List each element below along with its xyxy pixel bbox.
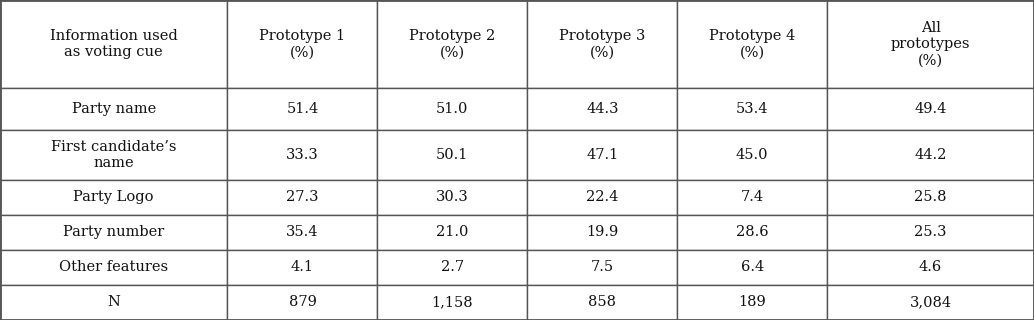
Bar <box>377 88 527 130</box>
Text: 44.3: 44.3 <box>586 102 618 116</box>
Text: Prototype 3
(%): Prototype 3 (%) <box>559 29 645 59</box>
Text: Prototype 1
(%): Prototype 1 (%) <box>260 29 345 59</box>
Text: 28.6: 28.6 <box>736 225 768 239</box>
Bar <box>227 285 377 320</box>
Text: Information used
as voting cue: Information used as voting cue <box>50 29 178 59</box>
Text: 189: 189 <box>738 295 766 309</box>
Bar <box>227 180 377 215</box>
Text: 21.0: 21.0 <box>436 225 468 239</box>
Bar <box>827 130 1034 180</box>
Text: 25.8: 25.8 <box>914 190 947 204</box>
Bar <box>827 215 1034 250</box>
Text: 49.4: 49.4 <box>914 102 947 116</box>
Text: 27.3: 27.3 <box>286 190 318 204</box>
Bar <box>0 215 227 250</box>
Bar <box>527 180 677 215</box>
Bar <box>227 130 377 180</box>
Text: 879: 879 <box>288 295 316 309</box>
Text: 53.4: 53.4 <box>736 102 768 116</box>
Bar <box>0 0 227 88</box>
Text: 25.3: 25.3 <box>914 225 947 239</box>
Bar <box>227 0 377 88</box>
Text: 51.4: 51.4 <box>286 102 318 116</box>
Text: Party name: Party name <box>71 102 156 116</box>
Text: N: N <box>108 295 120 309</box>
Bar <box>377 130 527 180</box>
Bar <box>377 285 527 320</box>
Text: 3,084: 3,084 <box>910 295 951 309</box>
Text: Party Logo: Party Logo <box>73 190 154 204</box>
Text: 33.3: 33.3 <box>286 148 318 162</box>
Text: Prototype 2
(%): Prototype 2 (%) <box>409 29 495 59</box>
Text: 4.1: 4.1 <box>291 260 314 275</box>
Bar <box>677 215 827 250</box>
Text: 44.2: 44.2 <box>914 148 947 162</box>
Bar <box>0 130 227 180</box>
Bar <box>527 215 677 250</box>
Text: 6.4: 6.4 <box>740 260 764 275</box>
Bar <box>377 215 527 250</box>
Bar <box>677 250 827 285</box>
Text: Other features: Other features <box>59 260 169 275</box>
Bar <box>527 250 677 285</box>
Bar <box>527 285 677 320</box>
Text: All
prototypes
(%): All prototypes (%) <box>891 21 970 68</box>
Bar <box>677 130 827 180</box>
Bar <box>827 0 1034 88</box>
Text: 45.0: 45.0 <box>736 148 768 162</box>
Bar <box>827 250 1034 285</box>
Bar <box>527 0 677 88</box>
Text: 19.9: 19.9 <box>586 225 618 239</box>
Bar <box>677 180 827 215</box>
Bar <box>677 0 827 88</box>
Text: Party number: Party number <box>63 225 164 239</box>
Text: 22.4: 22.4 <box>586 190 618 204</box>
Text: 858: 858 <box>588 295 616 309</box>
Bar <box>527 88 677 130</box>
Text: 47.1: 47.1 <box>586 148 618 162</box>
Bar <box>677 285 827 320</box>
Bar <box>827 180 1034 215</box>
Text: 7.5: 7.5 <box>590 260 614 275</box>
Text: First candidate’s
name: First candidate’s name <box>51 140 177 170</box>
Bar <box>227 215 377 250</box>
Bar <box>377 0 527 88</box>
Bar <box>377 250 527 285</box>
Bar <box>0 180 227 215</box>
Text: 35.4: 35.4 <box>286 225 318 239</box>
Text: 7.4: 7.4 <box>740 190 764 204</box>
Bar <box>377 180 527 215</box>
Text: 51.0: 51.0 <box>436 102 468 116</box>
Bar <box>827 88 1034 130</box>
Text: 1,158: 1,158 <box>431 295 474 309</box>
Bar <box>0 285 227 320</box>
Bar <box>527 130 677 180</box>
Bar <box>0 250 227 285</box>
Bar <box>227 88 377 130</box>
Text: 50.1: 50.1 <box>436 148 468 162</box>
Text: 30.3: 30.3 <box>436 190 468 204</box>
Bar <box>0 88 227 130</box>
Bar <box>827 285 1034 320</box>
Bar <box>677 88 827 130</box>
Text: 2.7: 2.7 <box>440 260 464 275</box>
Bar <box>227 250 377 285</box>
Text: Prototype 4
(%): Prototype 4 (%) <box>709 29 795 59</box>
Text: 4.6: 4.6 <box>919 260 942 275</box>
